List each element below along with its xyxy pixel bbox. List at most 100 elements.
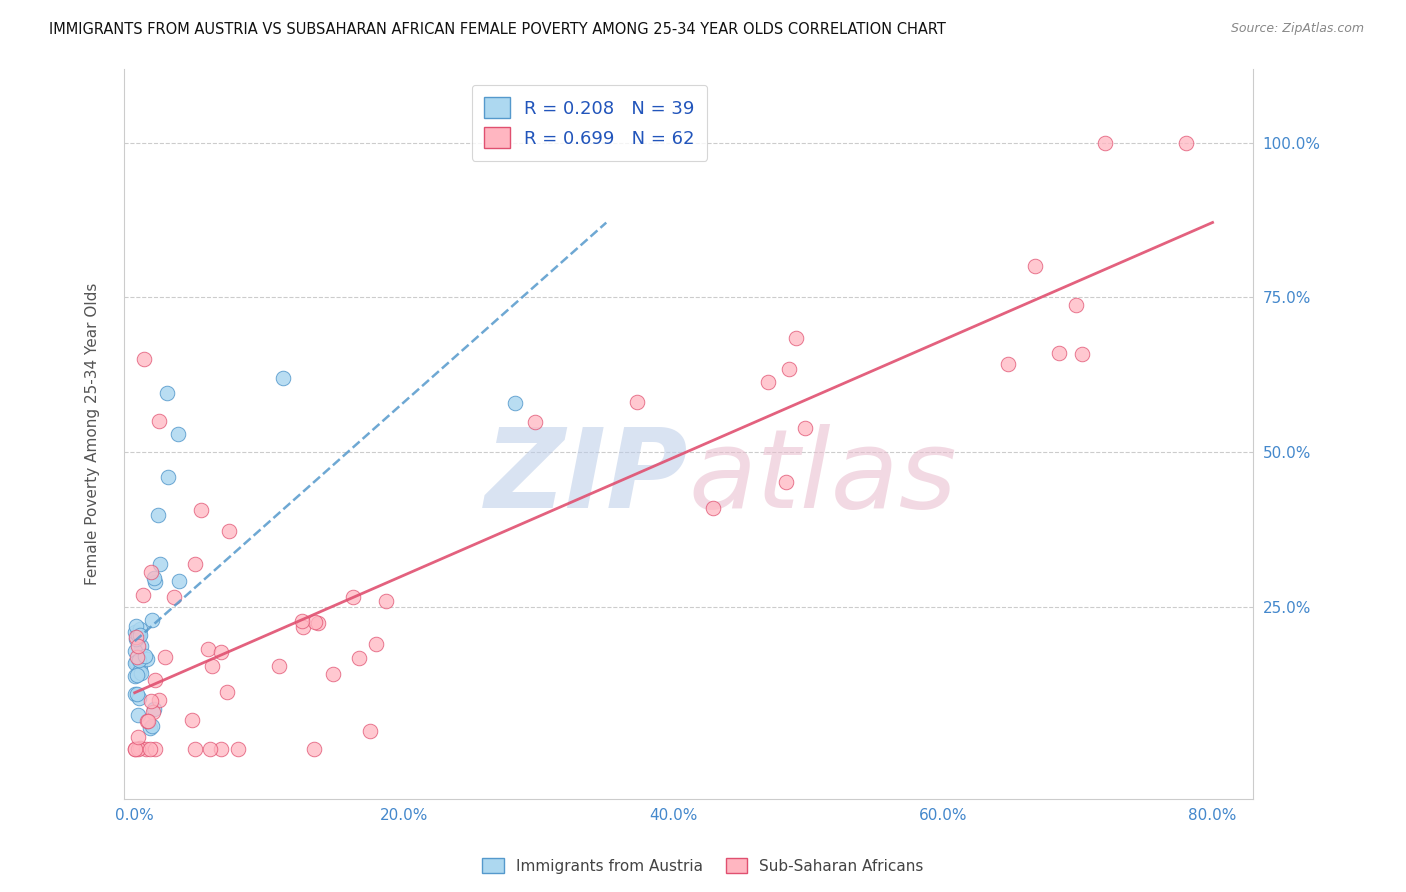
Point — [124, 742, 146, 756]
Point — [794, 421, 817, 435]
Point — [322, 666, 344, 681]
Point — [290, 614, 312, 628]
Point — [1070, 347, 1092, 361]
Point — [134, 352, 156, 367]
Point — [127, 742, 149, 756]
Point — [127, 639, 149, 653]
Point — [217, 685, 239, 699]
Point — [148, 414, 170, 428]
Y-axis label: Female Poverty Among 25-34 Year Olds: Female Poverty Among 25-34 Year Olds — [86, 283, 100, 585]
Point — [302, 742, 325, 756]
Point — [156, 470, 179, 484]
Point — [702, 500, 724, 515]
Point — [143, 742, 166, 756]
Point — [142, 571, 165, 585]
Point — [1094, 136, 1116, 150]
Point — [127, 730, 149, 744]
Point — [125, 668, 148, 682]
Text: IMMIGRANTS FROM AUSTRIA VS SUBSAHARAN AFRICAN FEMALE POVERTY AMONG 25-34 YEAR OL: IMMIGRANTS FROM AUSTRIA VS SUBSAHARAN AF… — [49, 22, 946, 37]
Point — [198, 742, 221, 756]
Point — [304, 615, 326, 630]
Text: ZIP: ZIP — [485, 424, 689, 531]
Point — [142, 701, 165, 715]
Point — [148, 692, 170, 706]
Point — [523, 415, 546, 429]
Point — [129, 640, 152, 654]
Point — [125, 630, 148, 644]
Point — [218, 524, 240, 538]
Text: Source: ZipAtlas.com: Source: ZipAtlas.com — [1230, 22, 1364, 36]
Point — [364, 636, 387, 650]
Point — [131, 665, 153, 680]
Point — [128, 622, 150, 636]
Point — [162, 590, 184, 604]
Point — [775, 475, 797, 489]
Point — [124, 624, 146, 639]
Point — [129, 663, 152, 677]
Point — [190, 503, 212, 517]
Point — [183, 742, 205, 756]
Point — [127, 626, 149, 640]
Point — [131, 588, 153, 602]
Point — [124, 742, 146, 756]
Point — [626, 394, 648, 409]
Point — [1174, 136, 1197, 150]
Point — [125, 619, 148, 633]
Point — [125, 650, 148, 665]
Point — [166, 426, 188, 441]
Point — [291, 620, 314, 634]
Point — [1047, 346, 1070, 360]
Point — [307, 615, 329, 630]
Point — [136, 714, 159, 728]
Point — [128, 665, 150, 679]
Point — [997, 357, 1019, 371]
Point — [125, 687, 148, 701]
Point — [1024, 260, 1046, 274]
Point — [167, 574, 190, 588]
Point — [124, 656, 146, 670]
Point — [136, 652, 159, 666]
Point — [141, 613, 163, 627]
Point — [153, 650, 176, 665]
Point — [129, 657, 152, 672]
Point — [143, 673, 166, 687]
Point — [128, 741, 150, 756]
Legend: Immigrants from Austria, Sub-Saharan Africans: Immigrants from Austria, Sub-Saharan Afr… — [477, 852, 929, 880]
Point — [141, 565, 163, 579]
Point — [349, 651, 371, 665]
Point — [124, 687, 146, 701]
Point — [209, 742, 232, 756]
Text: atlas: atlas — [689, 424, 957, 531]
Point — [375, 594, 398, 608]
Point — [155, 385, 177, 400]
Point — [128, 628, 150, 642]
Point — [197, 642, 219, 657]
Point — [359, 724, 381, 739]
Point — [226, 742, 249, 756]
Point — [184, 558, 207, 572]
Point — [143, 574, 166, 589]
Point — [503, 395, 526, 409]
Point — [139, 721, 162, 735]
Point — [201, 659, 224, 673]
Point — [128, 628, 150, 642]
Point — [127, 628, 149, 642]
Point — [142, 705, 165, 719]
Point — [139, 694, 162, 708]
Point — [785, 331, 807, 345]
Point — [273, 371, 295, 385]
Point — [209, 645, 232, 659]
Point — [128, 653, 150, 667]
Point — [125, 655, 148, 669]
Point — [149, 558, 172, 572]
Point — [1064, 298, 1087, 312]
Point — [180, 714, 202, 728]
Point — [124, 669, 146, 683]
Point — [124, 643, 146, 657]
Point — [269, 659, 291, 673]
Point — [128, 690, 150, 705]
Point — [756, 376, 779, 390]
Point — [138, 742, 160, 756]
Point — [135, 742, 157, 756]
Point — [342, 590, 364, 604]
